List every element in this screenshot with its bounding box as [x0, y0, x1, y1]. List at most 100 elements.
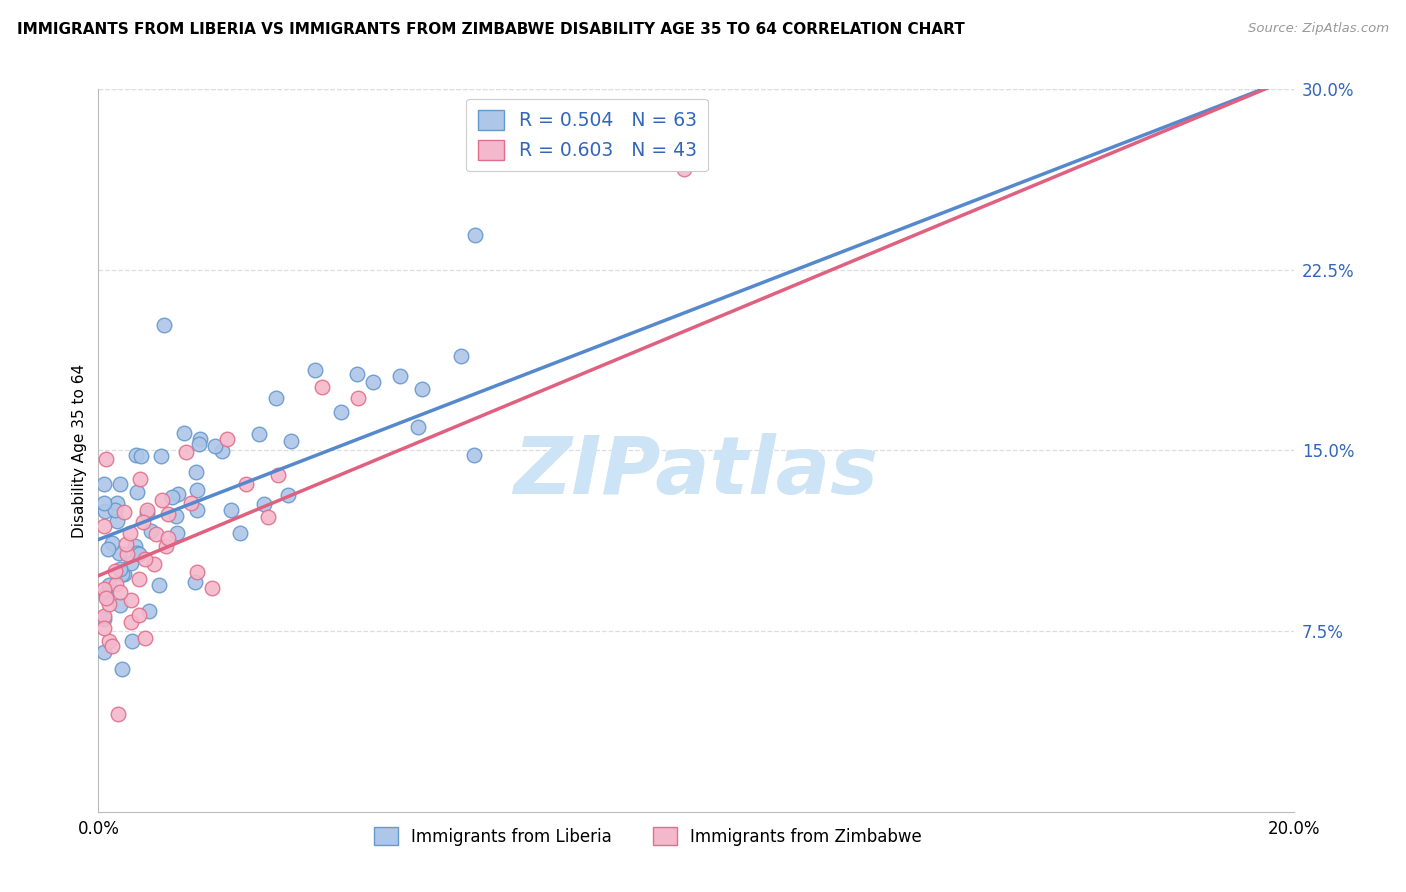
Point [112, 566, 135, 581]
Point [153, 318, 176, 332]
Point [411, 382, 433, 396]
Point [347, 391, 370, 405]
Point [97, 541, 120, 556]
Text: ZIPatlas: ZIPatlas [513, 434, 879, 511]
Point [186, 502, 208, 516]
Point [93, 518, 115, 533]
Text: IMMIGRANTS FROM LIBERIA VS IMMIGRANTS FROM ZIMBABWE DISABILITY AGE 35 TO 64 CORR: IMMIGRANTS FROM LIBERIA VS IMMIGRANTS FR… [17, 22, 965, 37]
Point [329, 405, 352, 419]
Point [127, 546, 149, 560]
Point [155, 539, 177, 553]
Text: Source: ZipAtlas.com: Source: ZipAtlas.com [1249, 22, 1389, 36]
Point [94, 591, 117, 605]
Point [136, 507, 159, 521]
Point [105, 514, 128, 528]
Point [98, 634, 121, 648]
Point [93, 496, 115, 510]
Point [389, 369, 412, 384]
Point [94, 504, 117, 518]
Point [120, 592, 142, 607]
Point [94, 587, 117, 601]
Point [304, 363, 326, 377]
Point [141, 524, 163, 539]
Point [107, 546, 129, 560]
Point [148, 578, 170, 592]
Point [128, 572, 150, 586]
Point [464, 228, 486, 243]
Point [127, 484, 149, 499]
Point [134, 552, 156, 566]
Point [346, 367, 368, 381]
Point [97, 597, 120, 611]
Point [211, 443, 233, 458]
Point [450, 349, 472, 363]
Point [264, 391, 287, 405]
Point [149, 449, 172, 463]
Point [103, 503, 125, 517]
Point [165, 509, 187, 524]
Point [117, 547, 139, 561]
Point [136, 502, 159, 516]
Point [215, 432, 238, 446]
Point [672, 162, 695, 177]
Point [107, 707, 129, 722]
Point [138, 603, 160, 617]
Point [93, 582, 115, 596]
Point [120, 615, 142, 629]
Point [253, 497, 276, 511]
Point [361, 376, 384, 390]
Point [229, 526, 252, 541]
Point [186, 565, 208, 579]
Point [115, 537, 138, 551]
Point [108, 584, 131, 599]
Point [188, 432, 211, 446]
Point [124, 539, 146, 553]
Point [247, 426, 270, 441]
Point [108, 598, 131, 612]
Point [93, 477, 115, 491]
Point [104, 564, 127, 578]
Point [186, 465, 208, 479]
Point [111, 662, 134, 676]
Point [128, 608, 150, 623]
Point [143, 557, 166, 571]
Point [280, 434, 302, 449]
Point [128, 548, 150, 562]
Point [463, 448, 485, 462]
Point [112, 506, 135, 520]
Point [406, 420, 429, 434]
Point [311, 380, 333, 394]
Point [105, 496, 128, 510]
Point [174, 445, 197, 459]
Point [129, 472, 152, 486]
Point [256, 509, 278, 524]
Point [201, 581, 224, 595]
Point [93, 621, 115, 635]
Point [160, 491, 183, 505]
Point [235, 476, 257, 491]
Point [156, 532, 179, 546]
Point [150, 492, 173, 507]
Point [167, 487, 190, 501]
Point [219, 503, 242, 517]
Point [267, 467, 290, 482]
Point [105, 576, 128, 591]
Point [134, 631, 156, 645]
Point [166, 526, 188, 541]
Point [188, 436, 211, 450]
Point [93, 609, 115, 624]
Point [277, 488, 299, 502]
Point [93, 612, 115, 626]
Point [120, 556, 142, 570]
Point [145, 526, 167, 541]
Point [111, 567, 134, 582]
Point [129, 449, 152, 463]
Point [204, 439, 226, 453]
Point [184, 574, 207, 589]
Point [173, 426, 195, 441]
Legend: Immigrants from Liberia, Immigrants from Zimbabwe: Immigrants from Liberia, Immigrants from… [366, 819, 931, 854]
Point [101, 639, 124, 653]
Point [94, 451, 117, 466]
Y-axis label: Disability Age 35 to 64: Disability Age 35 to 64 [72, 363, 87, 538]
Point [93, 645, 115, 659]
